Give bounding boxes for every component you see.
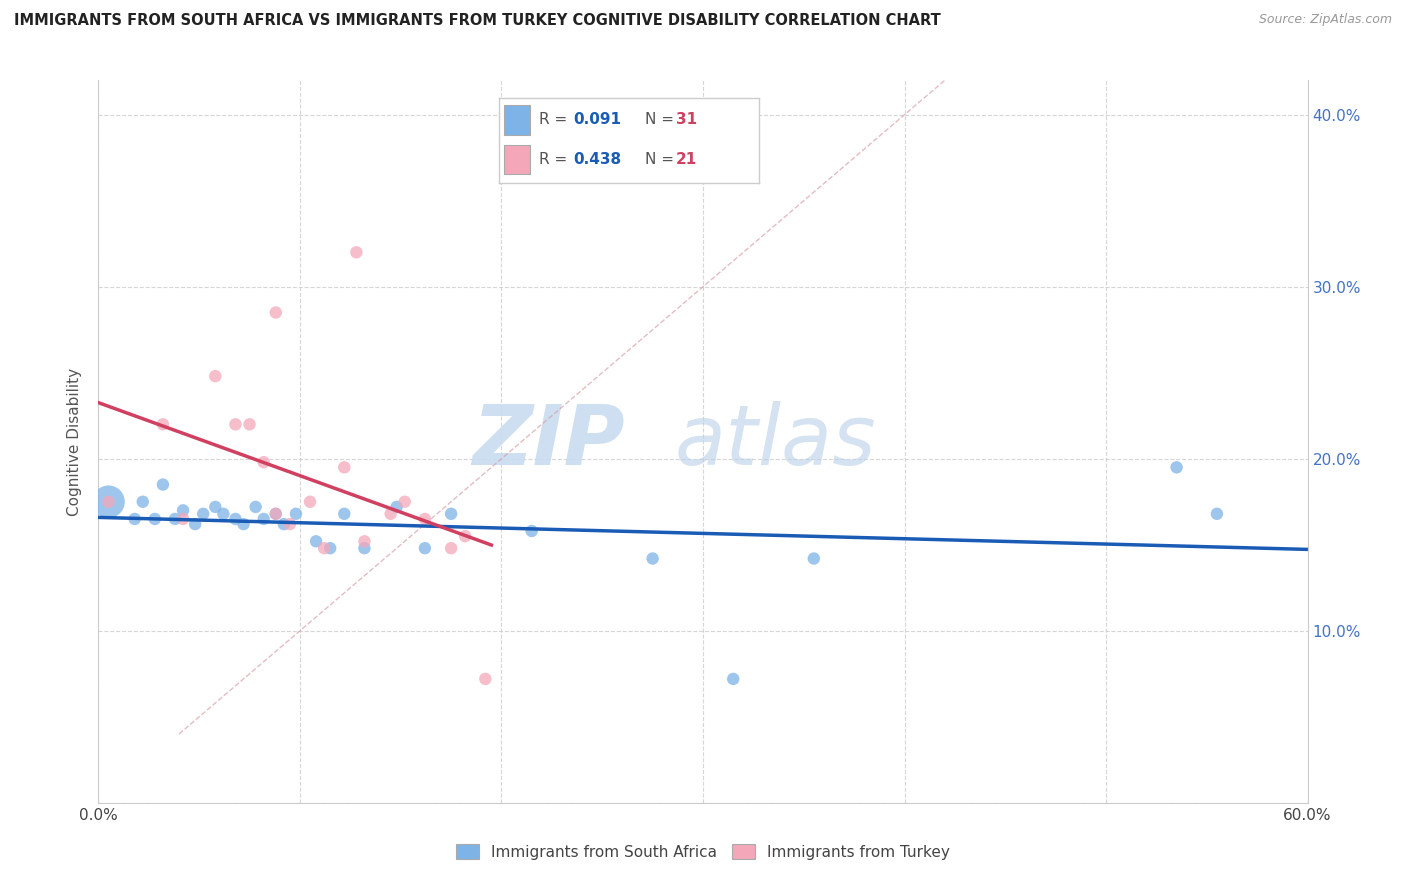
Y-axis label: Cognitive Disability: Cognitive Disability [67,368,83,516]
Point [253,512,276,526]
Point [314,541,336,556]
Point [319,541,342,556]
Point [454,529,477,543]
Point [253,455,276,469]
Text: 31: 31 [676,112,697,128]
Point [97,494,120,508]
Point [163,512,186,526]
Point [440,507,463,521]
Bar [505,105,530,135]
Bar [505,145,530,175]
Point [264,507,287,521]
Text: R =: R = [540,112,572,128]
Point [132,494,155,508]
Point [394,494,416,508]
Point [353,534,375,549]
Text: 0.091: 0.091 [574,112,621,128]
Point [224,417,246,432]
Text: N =: N = [645,112,679,128]
Point [239,417,262,432]
Point [278,517,301,532]
Point [264,305,287,319]
Point [440,541,463,556]
Point [204,369,226,384]
Point [204,500,226,514]
Point [1206,507,1229,521]
Text: N =: N = [645,152,679,167]
Point [413,512,436,526]
Point [245,500,267,514]
Text: 0.438: 0.438 [574,152,621,167]
Point [273,517,295,532]
Point [305,534,328,549]
Point [333,507,356,521]
Point [212,507,235,521]
Point [520,524,543,538]
Point [152,417,174,432]
Point [152,477,174,491]
Point [413,541,436,556]
Point [1166,460,1188,475]
Text: atlas: atlas [675,401,876,482]
Point [344,245,367,260]
Point [723,672,745,686]
Point [299,494,322,508]
Text: R =: R = [540,152,572,167]
Point [232,517,254,532]
Point [641,551,664,566]
Point [172,512,194,526]
Point [474,672,496,686]
Point [264,507,287,521]
Text: 21: 21 [676,152,697,167]
Legend: Immigrants from South Africa, Immigrants from Turkey: Immigrants from South Africa, Immigrants… [449,836,957,867]
Point [333,460,356,475]
Point [184,517,207,532]
Point [803,551,825,566]
Point [385,500,408,514]
Point [284,507,307,521]
Point [172,503,194,517]
Point [353,541,375,556]
Point [143,512,166,526]
Text: Source: ZipAtlas.com: Source: ZipAtlas.com [1258,13,1392,27]
Text: ZIP: ZIP [472,401,624,482]
Point [124,512,146,526]
Point [224,512,246,526]
Point [97,494,120,508]
Point [193,507,215,521]
Text: IMMIGRANTS FROM SOUTH AFRICA VS IMMIGRANTS FROM TURKEY COGNITIVE DISABILITY CORR: IMMIGRANTS FROM SOUTH AFRICA VS IMMIGRAN… [14,13,941,29]
Point [380,507,402,521]
